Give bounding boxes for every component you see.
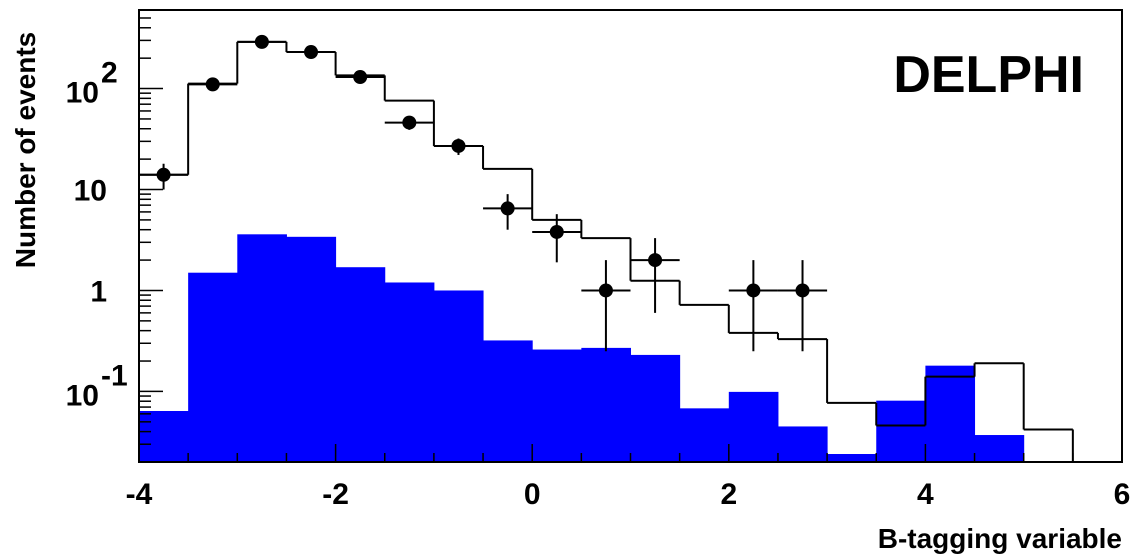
x-tick-label: 6 <box>1114 478 1131 511</box>
x-axis-tick-labels: -4 -2 0 2 4 6 <box>126 478 1131 511</box>
signal-bar <box>384 282 435 462</box>
y-tick-exponent: -1 <box>101 359 128 392</box>
x-tick-label: 4 <box>917 478 934 511</box>
signal-bar <box>630 354 681 462</box>
signal-bar <box>433 290 484 462</box>
data-point <box>598 283 613 298</box>
signal-bar <box>827 454 877 462</box>
signal-bar <box>679 408 730 462</box>
signal-bar <box>581 347 631 462</box>
x-axis-title: B-tagging variable <box>878 523 1122 554</box>
data-point <box>648 253 663 268</box>
signal-bar <box>286 236 337 462</box>
y-tick-label: 10 <box>66 379 99 412</box>
y-tick-exponent: 2 <box>101 57 118 90</box>
data-points <box>139 34 828 352</box>
x-tick-label: -2 <box>322 478 349 511</box>
x-tick-label: 2 <box>720 478 737 511</box>
signal-bar <box>532 349 582 462</box>
y-tick-label: 1 <box>90 275 107 308</box>
data-point <box>353 70 368 85</box>
x-axis-ticks <box>138 444 1123 462</box>
data-point <box>156 167 171 182</box>
data-point <box>451 138 466 153</box>
signal-bar <box>139 411 189 462</box>
data-point <box>402 115 417 130</box>
signal-histogram <box>139 234 1025 462</box>
signal-bar <box>188 272 238 462</box>
data-point <box>500 201 515 216</box>
signal-bar <box>335 267 386 462</box>
y-tick-label: 10 <box>74 175 107 208</box>
y-axis-ticks <box>139 9 163 463</box>
y-axis-title: Number of events <box>10 32 41 269</box>
signal-bar <box>974 435 1025 462</box>
delphi-annotation: DELPHI <box>893 46 1084 104</box>
data-point <box>795 283 810 298</box>
signal-bar <box>876 400 926 462</box>
y-tick-label: 10 <box>66 77 99 110</box>
signal-bar <box>483 340 533 462</box>
data-point <box>549 224 564 239</box>
data-point <box>205 77 220 92</box>
signal-bar <box>925 365 976 462</box>
x-tick-label: 0 <box>524 478 541 511</box>
data-point <box>746 283 761 298</box>
signal-bar <box>237 234 287 462</box>
signal-bar <box>728 391 779 462</box>
data-point <box>254 34 269 49</box>
x-tick-label: -4 <box>126 478 153 511</box>
data-point <box>304 45 319 60</box>
signal-bar <box>777 426 828 462</box>
